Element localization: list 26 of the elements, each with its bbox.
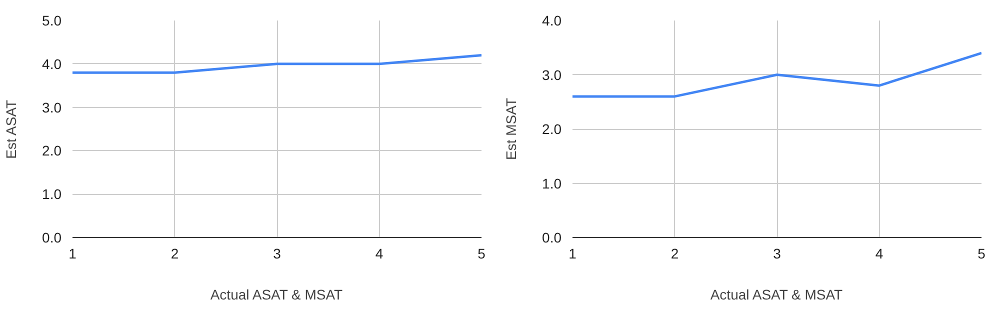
x-tick-label: 3	[273, 246, 282, 262]
x-tick-label: 5	[478, 246, 486, 262]
y-tick-label: 5.0	[42, 12, 62, 28]
y-tick-label: 3.0	[42, 99, 62, 116]
x-tick-label: 1	[68, 246, 77, 262]
y-axis-title: Est MSAT	[503, 98, 520, 160]
y-tick-label: 1.0	[542, 175, 562, 192]
y-axis-title: Est ASAT	[3, 100, 20, 159]
y-tick-label: 1.0	[42, 186, 62, 202]
x-tick-label: 4	[875, 246, 884, 262]
y-tick-label: 2.0	[42, 142, 62, 159]
x-axis-title: Actual ASAT & MSAT	[710, 286, 844, 302]
y-tick-label: 4.0	[42, 56, 62, 72]
y-tick-label: 4.0	[542, 12, 562, 28]
y-tick-label: 2.0	[542, 121, 562, 137]
y-tick-label: 0.0	[542, 230, 562, 246]
x-tick-label: 2	[670, 246, 679, 262]
x-axis-title: Actual ASAT & MSAT	[210, 286, 344, 302]
x-tick-label: 4	[375, 246, 384, 262]
y-tick-label: 3.0	[542, 66, 562, 83]
x-tick-label: 3	[773, 246, 782, 262]
line-series	[572, 52, 982, 98]
x-tick-label: 5	[978, 246, 986, 262]
x-tick-label: 2	[170, 246, 179, 262]
y-tick-label: 0.0	[42, 230, 62, 246]
x-tick-label: 1	[568, 246, 577, 262]
